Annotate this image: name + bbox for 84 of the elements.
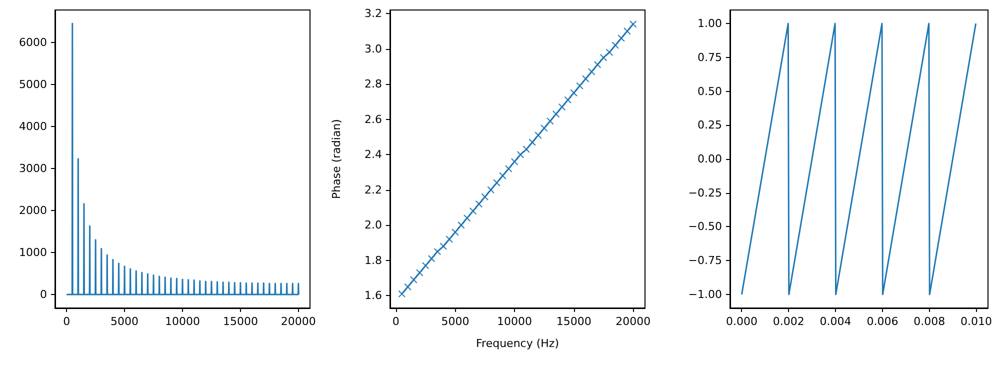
y-tick-label: 1.8 — [364, 254, 382, 267]
y-tick-label: −0.50 — [688, 220, 722, 234]
point — [606, 48, 613, 56]
y-tick-label: 1.6 — [364, 289, 382, 302]
y-tick-label: 3.0 — [364, 42, 382, 56]
line-series — [66, 22, 300, 296]
x-tick-label: 0 — [63, 315, 70, 328]
y-tick-label: −0.25 — [688, 186, 722, 200]
y-tick-label: 1000 — [19, 246, 47, 259]
y-tick-label: 0.75 — [698, 50, 722, 64]
point — [582, 75, 590, 82]
point — [600, 54, 607, 62]
point — [470, 208, 477, 215]
x-tick-label: 10000 — [497, 315, 532, 328]
point — [624, 28, 631, 35]
point — [618, 34, 625, 42]
point — [452, 228, 459, 236]
y-tick-label: −0.75 — [688, 254, 722, 268]
point — [404, 283, 412, 290]
point — [588, 68, 596, 76]
point — [528, 138, 536, 146]
y-tick-label: 2.4 — [364, 148, 382, 162]
x-tick-label: 0.010 — [960, 315, 992, 328]
point — [410, 276, 418, 284]
x-tick-label: 0.002 — [772, 315, 804, 328]
point — [416, 269, 424, 276]
point — [516, 151, 524, 158]
y-tick-label: 0.25 — [698, 118, 722, 132]
point — [612, 42, 619, 49]
x-tick-label: 15000 — [222, 315, 258, 328]
y-tick-label: 3000 — [19, 162, 47, 175]
y-tick-label: 4000 — [19, 120, 47, 133]
point — [522, 146, 530, 153]
point — [564, 96, 572, 104]
x-tick-label: 0.008 — [914, 315, 946, 328]
y-tick-label: 6000 — [19, 36, 47, 49]
x-tick-label: 20000 — [616, 315, 651, 328]
point — [398, 290, 406, 298]
y-tick-label: 2.0 — [364, 218, 382, 232]
x-tick-label: 10000 — [165, 315, 200, 328]
point — [464, 214, 471, 222]
x-tick-label: 0.000 — [726, 315, 758, 328]
point — [570, 89, 578, 96]
y-tick-label: 0.50 — [698, 84, 722, 98]
x-tick-label: 15000 — [556, 315, 592, 328]
point — [458, 222, 465, 229]
x-tick-label: 5000 — [441, 315, 470, 328]
point — [487, 186, 494, 194]
point — [499, 172, 506, 180]
y-tick-label: 2.2 — [364, 183, 382, 196]
point — [630, 20, 637, 28]
point — [558, 103, 566, 110]
point — [446, 236, 453, 243]
point — [552, 110, 560, 118]
point — [540, 124, 548, 132]
point — [546, 118, 554, 125]
point — [594, 61, 602, 68]
x-tick-label: 0 — [392, 315, 400, 328]
x-tick-label: 20000 — [280, 315, 316, 328]
y-tick-label: 3.2 — [364, 7, 382, 20]
y-tick-label: 0 — [40, 288, 47, 301]
point — [511, 158, 518, 166]
point — [440, 242, 447, 250]
point — [428, 255, 436, 262]
y-tick-label: 2.6 — [364, 112, 382, 126]
point — [481, 193, 488, 200]
point — [576, 82, 584, 90]
x-tick-label: 0.004 — [820, 315, 852, 328]
y-tick-label: 2000 — [19, 204, 47, 217]
y-axis-title: Phase (radian) — [330, 119, 343, 199]
y-tick-label: −1.00 — [688, 288, 722, 301]
x-tick-label: 0.006 — [866, 315, 898, 328]
y-tick-label: 0.00 — [698, 152, 722, 166]
y-tick-label: 5000 — [19, 78, 47, 91]
point — [505, 165, 512, 172]
x-axis-title: Frequency (Hz) — [476, 337, 559, 350]
x-tick-label: 5000 — [110, 315, 139, 328]
point — [493, 179, 500, 186]
point — [422, 262, 430, 270]
y-tick-label: 2.8 — [364, 78, 382, 91]
point — [534, 132, 542, 139]
point — [475, 200, 482, 208]
point — [434, 248, 441, 256]
y-tick-label: 1.00 — [698, 17, 722, 30]
